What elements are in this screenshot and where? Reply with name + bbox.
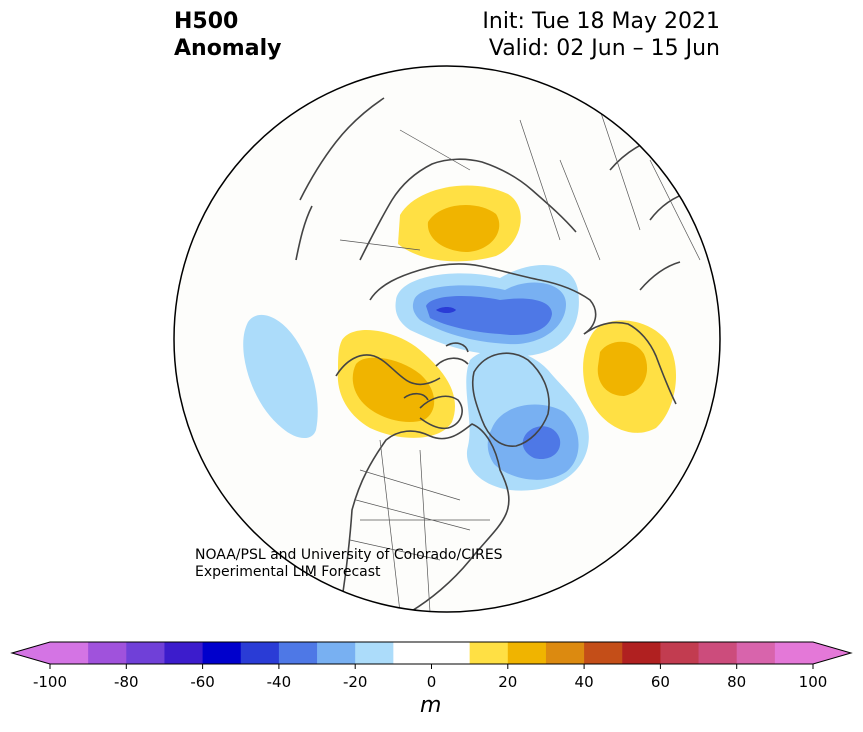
- colorbar-bin: [88, 642, 127, 664]
- anomaly-positive-barents-core: [427, 204, 500, 252]
- colorbar-boxes: [10, 641, 853, 665]
- coastline-siberia: [369, 263, 597, 335]
- colorbar-bin: [240, 642, 280, 664]
- credit-line-1: NOAA/PSL and University of Colorado/CIRE…: [195, 547, 503, 563]
- coastline-north-america: [339, 423, 510, 612]
- colorbar-tick-label: -100: [33, 673, 67, 691]
- anomaly-negative-atlantic-core: [522, 426, 561, 460]
- forecast-dates: Init: Tue 18 May 2021 Valid: 02 Jun – 15…: [482, 8, 720, 62]
- colorbar-bin: [393, 642, 432, 664]
- coastline-scandinavia: [583, 321, 677, 405]
- map-disk-outline: [173, 65, 721, 613]
- colorbar-extend-low: [12, 642, 50, 664]
- colorbar-ticks: -100 -80 -60 -40 -20 0 20 40 60 80 100: [33, 664, 827, 691]
- coastline-greenland: [471, 352, 550, 447]
- colorbar-bin: [126, 642, 165, 664]
- colorbar-bin: [50, 642, 89, 664]
- colorbar-bin: [698, 642, 738, 664]
- coastline-eurasia-north: [359, 158, 577, 261]
- colorbar-bin: [622, 642, 661, 664]
- colorbar-bin: [584, 642, 623, 664]
- map-title: H500 Anomaly: [174, 8, 281, 62]
- polar-map: [173, 65, 721, 613]
- colorbar-bin: [317, 642, 356, 664]
- colorbar-tick-label: 80: [727, 673, 746, 691]
- colorbar-bin: [507, 642, 547, 664]
- colorbar-bin: [736, 642, 776, 664]
- colorbar-tick-label: -20: [343, 673, 368, 691]
- colorbar-bin: [469, 642, 509, 664]
- colorbar-bin: [774, 642, 814, 664]
- colorbar-bin: [431, 642, 471, 664]
- coastline-alaska: [335, 354, 441, 386]
- colorbar-bin: [660, 642, 700, 664]
- colorbar-bin: [278, 642, 318, 664]
- country-borders: [339, 109, 701, 612]
- colorbar-extend-high: [813, 642, 851, 664]
- colorbar: -100 -80 -60 -40 -20 0 20 40 60 80 100: [10, 641, 853, 691]
- colorbar-tick-label: 0: [427, 673, 437, 691]
- coastline-hudson-bay: [419, 395, 463, 430]
- coastline-layer: [295, 97, 691, 612]
- borders-layer: [339, 109, 701, 612]
- colorbar-tick-label: -40: [267, 673, 292, 691]
- anomaly-negative-pacific: [243, 314, 318, 439]
- credit-text: NOAA/PSL and University of Colorado/CIRE…: [195, 547, 503, 581]
- colorbar-tick-label: -60: [190, 673, 215, 691]
- title-type: Anomaly: [174, 36, 282, 61]
- anomaly-negative-siberia-core: [426, 296, 552, 336]
- colorbar-tick-label: 60: [651, 673, 670, 691]
- anomaly-positive-europe-core: [597, 341, 648, 396]
- colorbar-units: m: [420, 693, 442, 718]
- colorbar-bin: [202, 642, 242, 664]
- anomaly-positive-alaska-core: [352, 357, 435, 423]
- colorbar-tick-label: -80: [114, 673, 139, 691]
- title-variable: H500: [174, 9, 239, 34]
- colorbar-tick-label: 40: [575, 673, 594, 691]
- init-date: Init: Tue 18 May 2021: [482, 9, 720, 34]
- coastline-asia-east: [295, 97, 385, 261]
- anomaly-negative-siberia-peak: [436, 307, 456, 313]
- coastline-arctic-islands: [403, 342, 469, 401]
- colorbar-tick-label: 20: [498, 673, 517, 691]
- colorbar-bin: [545, 642, 585, 664]
- colorbar-bin: [355, 642, 394, 664]
- colorbar-bin: [164, 642, 204, 664]
- credit-line-2: Experimental LIM Forecast: [195, 564, 381, 580]
- colorbar-tick-label: 100: [799, 673, 828, 691]
- valid-period: Valid: 02 Jun – 15 Jun: [488, 36, 720, 61]
